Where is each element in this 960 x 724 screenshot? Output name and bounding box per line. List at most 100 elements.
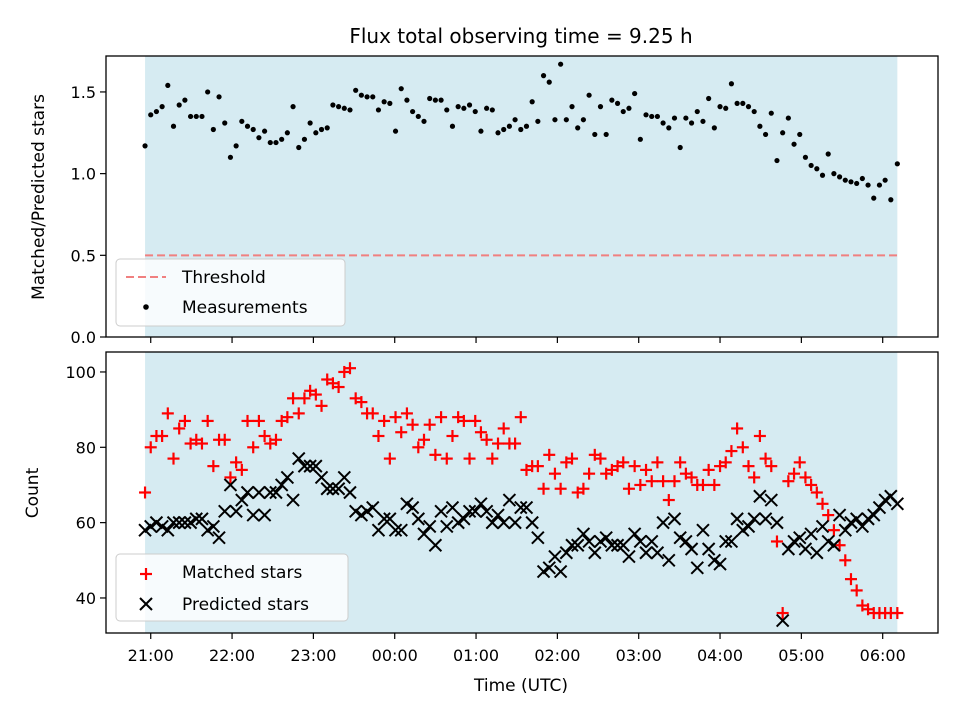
measurement-point bbox=[854, 180, 860, 187]
matched-star-point bbox=[668, 475, 681, 488]
predicted-star-point bbox=[155, 519, 169, 534]
matched-star-point bbox=[486, 452, 499, 465]
matched-star-point bbox=[252, 414, 265, 427]
matched-star-point bbox=[543, 448, 556, 461]
bottom-axes-frame bbox=[105, 351, 939, 634]
matched-star-point bbox=[469, 414, 482, 427]
matched-star-point bbox=[429, 448, 442, 461]
measurement-point bbox=[654, 113, 661, 120]
predicted-star-point bbox=[838, 523, 852, 537]
measurement-point bbox=[381, 99, 387, 105]
measurement-point bbox=[540, 73, 547, 79]
matched-star-point bbox=[144, 441, 157, 454]
measurement-point bbox=[398, 86, 404, 92]
predicted-star-point bbox=[434, 504, 448, 519]
matched-star-point bbox=[810, 486, 823, 499]
measurement-point bbox=[882, 177, 888, 183]
top-y-tick-label: 1.5 bbox=[71, 83, 96, 102]
measurement-point bbox=[563, 117, 569, 123]
matched-star-point bbox=[423, 418, 436, 431]
bottom-y-tick-label: 60 bbox=[76, 514, 96, 533]
bottom-x-tick-label: 04:00 bbox=[697, 646, 743, 665]
measurement-point bbox=[244, 123, 251, 129]
predicted-star-point bbox=[673, 530, 687, 545]
measurement-point bbox=[728, 81, 735, 87]
measurement-point bbox=[165, 82, 171, 89]
measurement-point bbox=[575, 125, 581, 131]
predicted-star-point bbox=[593, 534, 608, 549]
predicted-star-point bbox=[360, 504, 374, 519]
matched-star-point bbox=[736, 441, 749, 454]
matched-star-point bbox=[218, 433, 231, 446]
predicted-star-point bbox=[468, 504, 482, 519]
measurement-point bbox=[313, 130, 319, 136]
predicted-star-point bbox=[383, 512, 397, 526]
legend-threshold-label: Threshold bbox=[181, 268, 266, 288]
matched-star-point bbox=[207, 460, 220, 473]
measurement-point bbox=[370, 94, 376, 100]
measurement-point bbox=[518, 126, 524, 133]
matched-star-point bbox=[844, 573, 857, 586]
measurement-point bbox=[740, 100, 746, 106]
measurement-point bbox=[683, 115, 689, 121]
matched-star-point bbox=[509, 437, 522, 450]
measurement-point bbox=[159, 104, 165, 110]
matched-star-point bbox=[395, 426, 408, 439]
predicted-star-point bbox=[639, 546, 653, 560]
matched-star-point bbox=[230, 456, 243, 469]
matched-star-point bbox=[492, 437, 505, 450]
measurement-point bbox=[256, 135, 262, 141]
legend-measurement-label: Measurements bbox=[182, 298, 308, 318]
bottom-legend-box bbox=[115, 553, 349, 622]
predicted-star-point bbox=[553, 564, 568, 579]
measurement-point bbox=[569, 104, 575, 110]
predicted-star-point bbox=[377, 512, 391, 526]
measurement-point bbox=[461, 105, 467, 111]
predicted-star-point bbox=[303, 459, 317, 473]
measurement-point bbox=[489, 107, 495, 113]
predicted-star-point bbox=[804, 527, 818, 541]
predicted-star-point bbox=[320, 482, 334, 496]
measurement-point bbox=[466, 102, 473, 108]
matched-star-point bbox=[355, 396, 368, 409]
predicted-star-point bbox=[172, 515, 186, 530]
bottom-y-tick-label: 40 bbox=[76, 589, 96, 608]
matched-star-point bbox=[474, 426, 487, 439]
measurement-point bbox=[444, 107, 450, 113]
predicted-star-point bbox=[263, 485, 277, 500]
predicted-star-point bbox=[571, 538, 585, 552]
matched-star-point bbox=[793, 456, 806, 469]
bottom-x-tick-label: 01:00 bbox=[453, 646, 499, 665]
predicted-star-point bbox=[212, 530, 226, 545]
measurement-point bbox=[831, 171, 837, 177]
matched-star-point bbox=[417, 433, 430, 446]
measurement-point bbox=[558, 61, 564, 67]
measurement-point bbox=[848, 179, 854, 185]
measurement-point bbox=[404, 97, 410, 103]
predicted-star-point bbox=[656, 515, 670, 530]
matched-star-point bbox=[195, 437, 208, 450]
top-y-ticks: 0.0 0.5 1.0 1.5 bbox=[71, 83, 106, 347]
measurement-point bbox=[199, 113, 205, 120]
predicted-star-point bbox=[821, 534, 835, 549]
predicted-star-point bbox=[747, 512, 761, 526]
measurement-point bbox=[671, 115, 678, 121]
measurement-point bbox=[529, 99, 535, 105]
measurement-point bbox=[894, 161, 900, 167]
measurement-point bbox=[307, 120, 313, 126]
top-y-tick-label: 0.0 bbox=[71, 328, 96, 347]
matched-star-point bbox=[725, 445, 738, 458]
predicted-star-point bbox=[775, 613, 790, 628]
predicted-star-point bbox=[314, 470, 329, 485]
matched-star-point bbox=[292, 407, 305, 420]
matched-star-point bbox=[651, 456, 664, 469]
measurement-point bbox=[301, 136, 308, 142]
measurement-point bbox=[592, 131, 598, 138]
matched-star-point bbox=[788, 467, 801, 480]
matched-star-point bbox=[742, 460, 755, 473]
x-axis-label: Time (UTC) bbox=[473, 676, 568, 696]
measurement-point bbox=[751, 108, 757, 115]
measurement-point bbox=[279, 136, 285, 142]
measurement-point bbox=[296, 144, 302, 151]
count-points bbox=[138, 362, 905, 628]
